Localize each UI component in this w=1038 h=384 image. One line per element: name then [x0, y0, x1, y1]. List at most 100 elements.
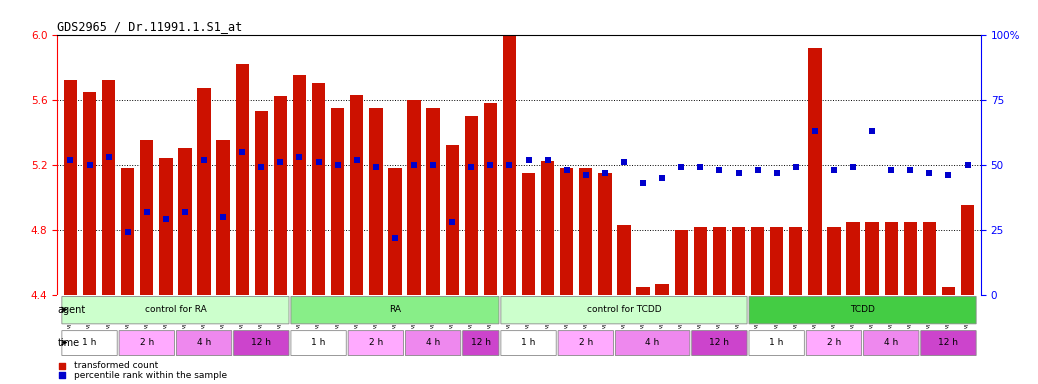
FancyBboxPatch shape	[691, 331, 747, 356]
Point	[444, 219, 461, 225]
FancyBboxPatch shape	[921, 331, 976, 356]
Bar	[427, 108, 440, 295]
Point	[959, 162, 976, 168]
Bar	[121, 168, 134, 295]
Bar	[140, 140, 154, 295]
Point	[825, 167, 842, 173]
Point	[234, 149, 250, 155]
Text: 12 h: 12 h	[471, 338, 491, 347]
Point	[81, 162, 98, 168]
Bar	[407, 100, 420, 295]
Point	[711, 167, 728, 173]
Bar	[350, 95, 363, 295]
FancyBboxPatch shape	[749, 296, 976, 324]
FancyBboxPatch shape	[749, 331, 804, 356]
Point	[253, 164, 270, 170]
Bar	[63, 80, 77, 295]
Bar	[236, 64, 249, 295]
Point	[921, 169, 937, 175]
Bar	[370, 108, 383, 295]
Point	[62, 156, 79, 162]
Point	[119, 229, 136, 235]
Point	[138, 209, 155, 215]
Point	[272, 159, 289, 165]
Point	[788, 164, 804, 170]
Point	[482, 162, 498, 168]
Point	[425, 162, 441, 168]
Point	[692, 164, 709, 170]
Point	[597, 169, 613, 175]
Point	[53, 362, 70, 369]
Bar	[732, 227, 745, 295]
Point	[501, 162, 518, 168]
Bar	[254, 111, 268, 295]
Point	[864, 128, 880, 134]
Bar	[941, 287, 955, 295]
Point	[902, 167, 919, 173]
Bar	[293, 75, 306, 295]
Point	[292, 154, 308, 160]
FancyBboxPatch shape	[406, 331, 461, 356]
Bar	[693, 227, 707, 295]
Point	[520, 156, 537, 162]
Bar	[579, 168, 593, 295]
Bar	[884, 222, 898, 295]
FancyBboxPatch shape	[348, 331, 404, 356]
Point	[730, 169, 746, 175]
Text: 4 h: 4 h	[884, 338, 898, 347]
FancyBboxPatch shape	[234, 331, 289, 356]
Point	[635, 180, 652, 186]
Bar	[179, 149, 192, 295]
Point	[540, 156, 556, 162]
Point	[749, 167, 766, 173]
Point	[883, 167, 900, 173]
Point	[768, 169, 785, 175]
Bar	[961, 205, 975, 295]
FancyBboxPatch shape	[291, 331, 347, 356]
Text: 2 h: 2 h	[140, 338, 154, 347]
Bar	[789, 227, 802, 295]
Bar	[502, 35, 516, 295]
Text: TCDD: TCDD	[850, 305, 875, 314]
Point	[367, 164, 384, 170]
FancyBboxPatch shape	[807, 331, 862, 356]
Point	[329, 162, 346, 168]
Bar	[866, 222, 879, 295]
Bar	[541, 162, 554, 295]
FancyBboxPatch shape	[501, 296, 747, 324]
Point	[463, 164, 480, 170]
Text: percentile rank within the sample: percentile rank within the sample	[74, 371, 227, 380]
Text: RA: RA	[389, 305, 401, 314]
Text: time: time	[57, 338, 80, 348]
Bar	[750, 227, 764, 295]
FancyBboxPatch shape	[62, 296, 289, 324]
Bar	[197, 88, 211, 295]
Bar	[465, 116, 477, 295]
Bar	[274, 96, 288, 295]
Text: 4 h: 4 h	[426, 338, 440, 347]
Bar	[102, 80, 115, 295]
FancyBboxPatch shape	[501, 331, 556, 356]
Point	[654, 175, 671, 181]
Point	[406, 162, 422, 168]
Bar	[217, 140, 229, 295]
FancyBboxPatch shape	[558, 331, 613, 356]
Point	[673, 164, 689, 170]
Point	[176, 209, 193, 215]
Point	[386, 235, 403, 241]
FancyBboxPatch shape	[119, 331, 174, 356]
Text: 12 h: 12 h	[251, 338, 271, 347]
Bar	[311, 83, 325, 295]
Bar	[618, 225, 631, 295]
Bar	[561, 168, 573, 295]
FancyBboxPatch shape	[176, 331, 231, 356]
Bar	[484, 103, 497, 295]
Text: 4 h: 4 h	[646, 338, 660, 347]
Bar	[83, 91, 97, 295]
Text: 2 h: 2 h	[578, 338, 593, 347]
Text: control for RA: control for RA	[144, 305, 207, 314]
Point	[101, 154, 117, 160]
Point	[158, 216, 174, 222]
Text: 1 h: 1 h	[521, 338, 536, 347]
Bar	[809, 48, 821, 295]
